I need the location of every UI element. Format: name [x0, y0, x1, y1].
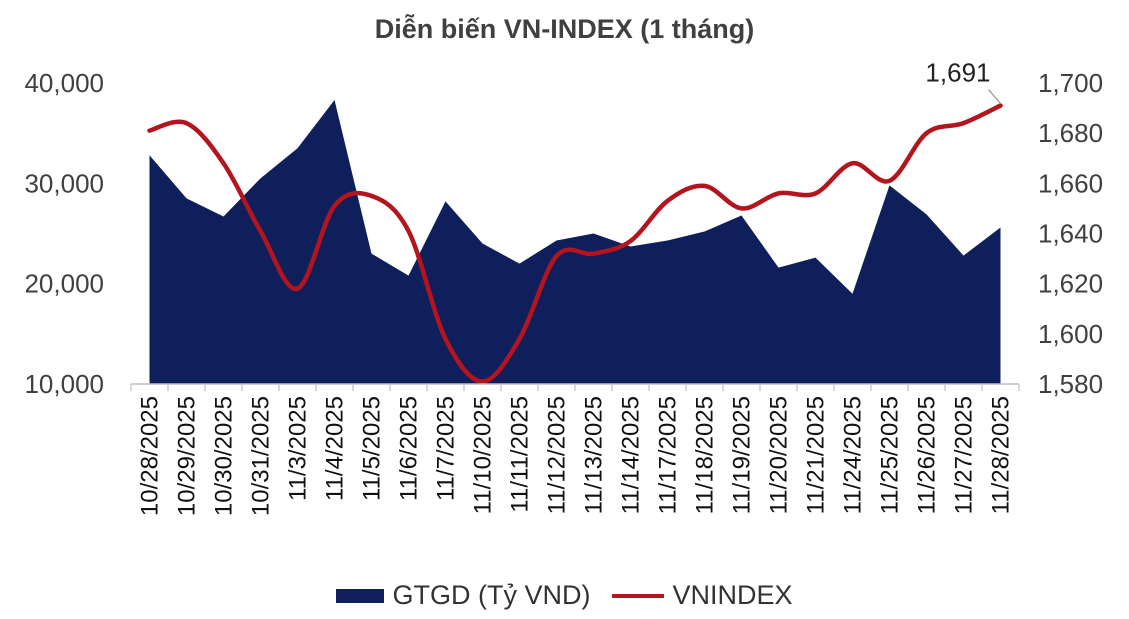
- area-series-gtgd: [149, 100, 1001, 384]
- chart-plot: 1,691 10/28/2025 10/29/2025 10/30/2025 10/31…: [24, 58, 1103, 517]
- right-y-tick-label: 1,660: [1038, 168, 1103, 198]
- x-tick-label: 11/20/2025: [766, 396, 793, 514]
- x-tick-label: 11/19/2025: [729, 396, 756, 514]
- axis-layer: [130, 383, 1020, 391]
- chart-title: Diễn biến VN-INDEX (1 tháng): [374, 14, 755, 44]
- x-tick-label: 11/18/2025: [692, 396, 719, 514]
- x-tick-label: 11/6/2025: [396, 396, 423, 501]
- legend-item-line: VNINDEX: [612, 580, 793, 611]
- x-tick-label: 11/24/2025: [840, 396, 867, 514]
- legend-swatch-area: [336, 588, 385, 603]
- x-tick-label: 10/31/2025: [248, 396, 275, 516]
- right-y-tick-label: 1,680: [1038, 118, 1103, 148]
- x-tick-label: 11/4/2025: [322, 396, 349, 501]
- annotation-leader: [988, 89, 1001, 104]
- right-y-tick-label: 1,600: [1038, 319, 1103, 349]
- x-tick-label: 11/7/2025: [433, 396, 460, 501]
- x-tick-label: 11/5/2025: [359, 396, 386, 501]
- right-y-tick-label: 1,640: [1038, 219, 1103, 249]
- x-tick-label: 11/12/2025: [544, 396, 571, 514]
- x-tick-label: 11/28/2025: [988, 396, 1015, 514]
- x-tick-label: 11/27/2025: [951, 396, 978, 514]
- x-tick-label: 11/10/2025: [470, 396, 497, 514]
- x-tick-label: 11/26/2025: [914, 396, 941, 514]
- x-tick-label: 11/14/2025: [618, 396, 645, 514]
- legend-swatch-line: [612, 593, 665, 598]
- legend-label-area: GTGD (Tỷ VND): [392, 580, 591, 610]
- x-tick-label: 10/29/2025: [174, 396, 201, 516]
- x-tick-label: 11/25/2025: [877, 396, 904, 514]
- left-y-tick-label: 40,000: [24, 68, 104, 98]
- x-tick-label: 11/3/2025: [285, 396, 312, 501]
- x-tick-label: 11/13/2025: [581, 396, 608, 514]
- area-series-layer: [149, 99, 1001, 384]
- x-tick-label: 11/21/2025: [803, 396, 830, 514]
- x-tick-label: 10/30/2025: [211, 396, 238, 516]
- x-tick-label: 10/28/2025: [137, 396, 164, 516]
- right-y-tick-label: 1,700: [1038, 68, 1103, 98]
- left-y-tick-label: 30,000: [24, 168, 104, 198]
- tick-label-layer: 1,691 10/28/2025 10/29/2025 10/30/2025 10/31…: [24, 58, 1103, 517]
- annotation-label: 1,691: [925, 58, 990, 88]
- right-y-tick-label: 1,580: [1038, 369, 1103, 399]
- line-series-layer: [147, 103, 1003, 384]
- left-y-tick-label: 20,000: [24, 269, 104, 299]
- legend-item-area: GTGD (Tỷ VND): [336, 580, 590, 611]
- x-tick-label: 11/11/2025: [507, 396, 534, 513]
- right-y-tick-label: 1,620: [1038, 269, 1103, 299]
- left-y-tick-label: 10,000: [24, 369, 104, 399]
- legend-label-line: VNINDEX: [672, 580, 793, 610]
- legend: GTGD (Tỷ VND) VNINDEX: [0, 580, 1129, 611]
- x-tick-label: 11/17/2025: [655, 396, 682, 514]
